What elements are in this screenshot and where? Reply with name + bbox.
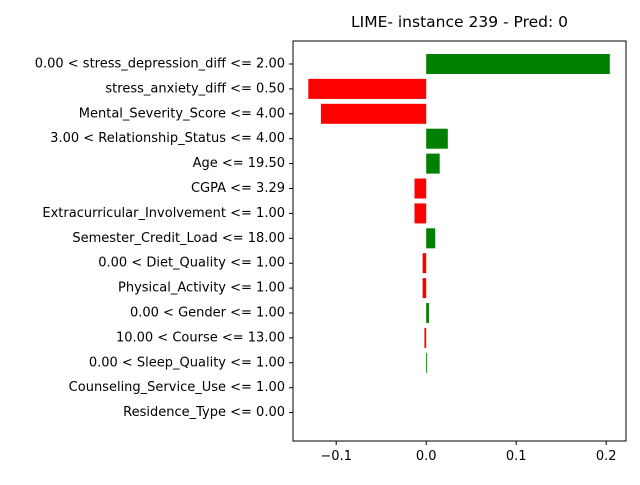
y-tick-label-5: CGPA <= 3.29: [191, 181, 285, 196]
x-tick-label-1: 0.0: [416, 449, 437, 464]
bar-5: [414, 178, 427, 199]
bar-2: [320, 103, 427, 124]
y-tick-label-14: Residence_Type <= 0.00: [123, 405, 285, 420]
bar-1: [308, 78, 427, 99]
y-tick-label-10: 0.00 < Gender <= 1.00: [130, 306, 285, 321]
bars-layer: [308, 54, 610, 373]
y-tick-label-8: 0.00 < Diet_Quality <= 1.00: [98, 256, 285, 271]
chart-title: LIME- instance 239 - Pred: 0: [351, 13, 568, 31]
y-tick-label-11: 10.00 < Course <= 13.00: [116, 330, 285, 345]
x-tick-label-0: −0.1: [320, 449, 352, 464]
y-tick-label-9: Physical_Activity <= 1.00: [118, 281, 285, 296]
bar-6: [414, 203, 427, 224]
y-tick-label-12: 0.00 < Sleep_Quality <= 1.00: [89, 355, 285, 370]
plot-frame: [292, 40, 627, 442]
y-tick-label-7: Semester_Credit_Load <= 18.00: [72, 231, 285, 246]
bar-8: [422, 253, 427, 274]
y-tick-label-4: Age <= 19.50: [193, 156, 285, 171]
y-axis-ticks: 0.00 < stress_depression_diff <= 2.00 str…: [35, 57, 293, 420]
y-tick-label-2: Mental_Severity_Score <= 4.00: [79, 106, 285, 121]
y-tick-label-1: stress_anxiety_diff <= 0.50: [105, 81, 285, 96]
bar-7: [426, 228, 436, 249]
x-axis-ticks: −0.1 0.0 0.1 0.2: [320, 441, 617, 464]
bar-10: [426, 303, 429, 323]
bar-9: [422, 278, 427, 299]
y-tick-label-6: Extracurricular_Involvement <= 1.00: [42, 206, 285, 221]
x-tick-label-2: 0.1: [506, 449, 527, 464]
y-tick-label-13: Counseling_Service_Use <= 1.00: [69, 380, 285, 395]
y-tick-label-3: 3.00 < Relationship_Status <= 4.00: [50, 131, 285, 146]
bar-12: [426, 352, 428, 373]
bar-0: [426, 54, 610, 74]
bar-3: [426, 128, 448, 149]
x-tick-label-3: 0.2: [596, 449, 617, 464]
y-tick-label-0: 0.00 < stress_depression_diff <= 2.00: [35, 57, 285, 72]
bar-4: [426, 153, 440, 174]
bar-11: [424, 327, 427, 348]
